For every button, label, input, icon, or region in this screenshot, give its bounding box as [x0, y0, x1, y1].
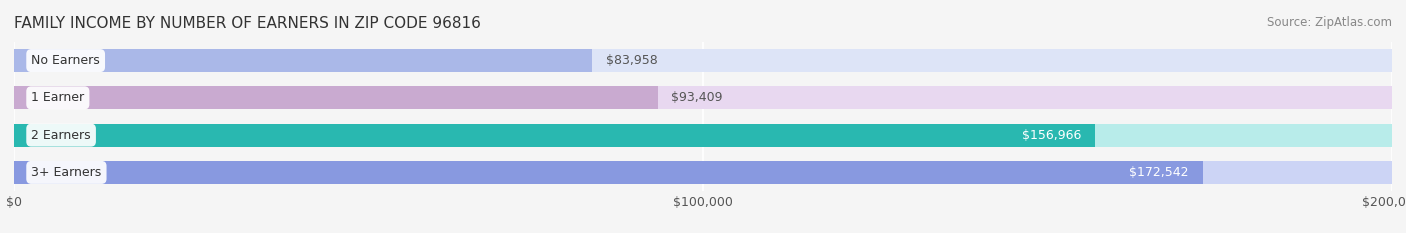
Text: No Earners: No Earners [31, 54, 100, 67]
Text: 1 Earner: 1 Earner [31, 91, 84, 104]
Bar [14, 86, 1392, 110]
Text: $83,958: $83,958 [606, 54, 658, 67]
Text: 3+ Earners: 3+ Earners [31, 166, 101, 179]
Text: FAMILY INCOME BY NUMBER OF EARNERS IN ZIP CODE 96816: FAMILY INCOME BY NUMBER OF EARNERS IN ZI… [14, 16, 481, 31]
Bar [14, 161, 1202, 184]
Bar [14, 49, 1392, 72]
Text: $172,542: $172,542 [1129, 166, 1189, 179]
Bar [14, 123, 1095, 147]
Text: $93,409: $93,409 [672, 91, 723, 104]
Text: 2 Earners: 2 Earners [31, 129, 91, 142]
Text: $156,966: $156,966 [1022, 129, 1081, 142]
Bar [14, 123, 1392, 147]
Bar [14, 49, 592, 72]
Text: Source: ZipAtlas.com: Source: ZipAtlas.com [1267, 16, 1392, 29]
Bar [14, 161, 1392, 184]
Bar [14, 86, 658, 110]
